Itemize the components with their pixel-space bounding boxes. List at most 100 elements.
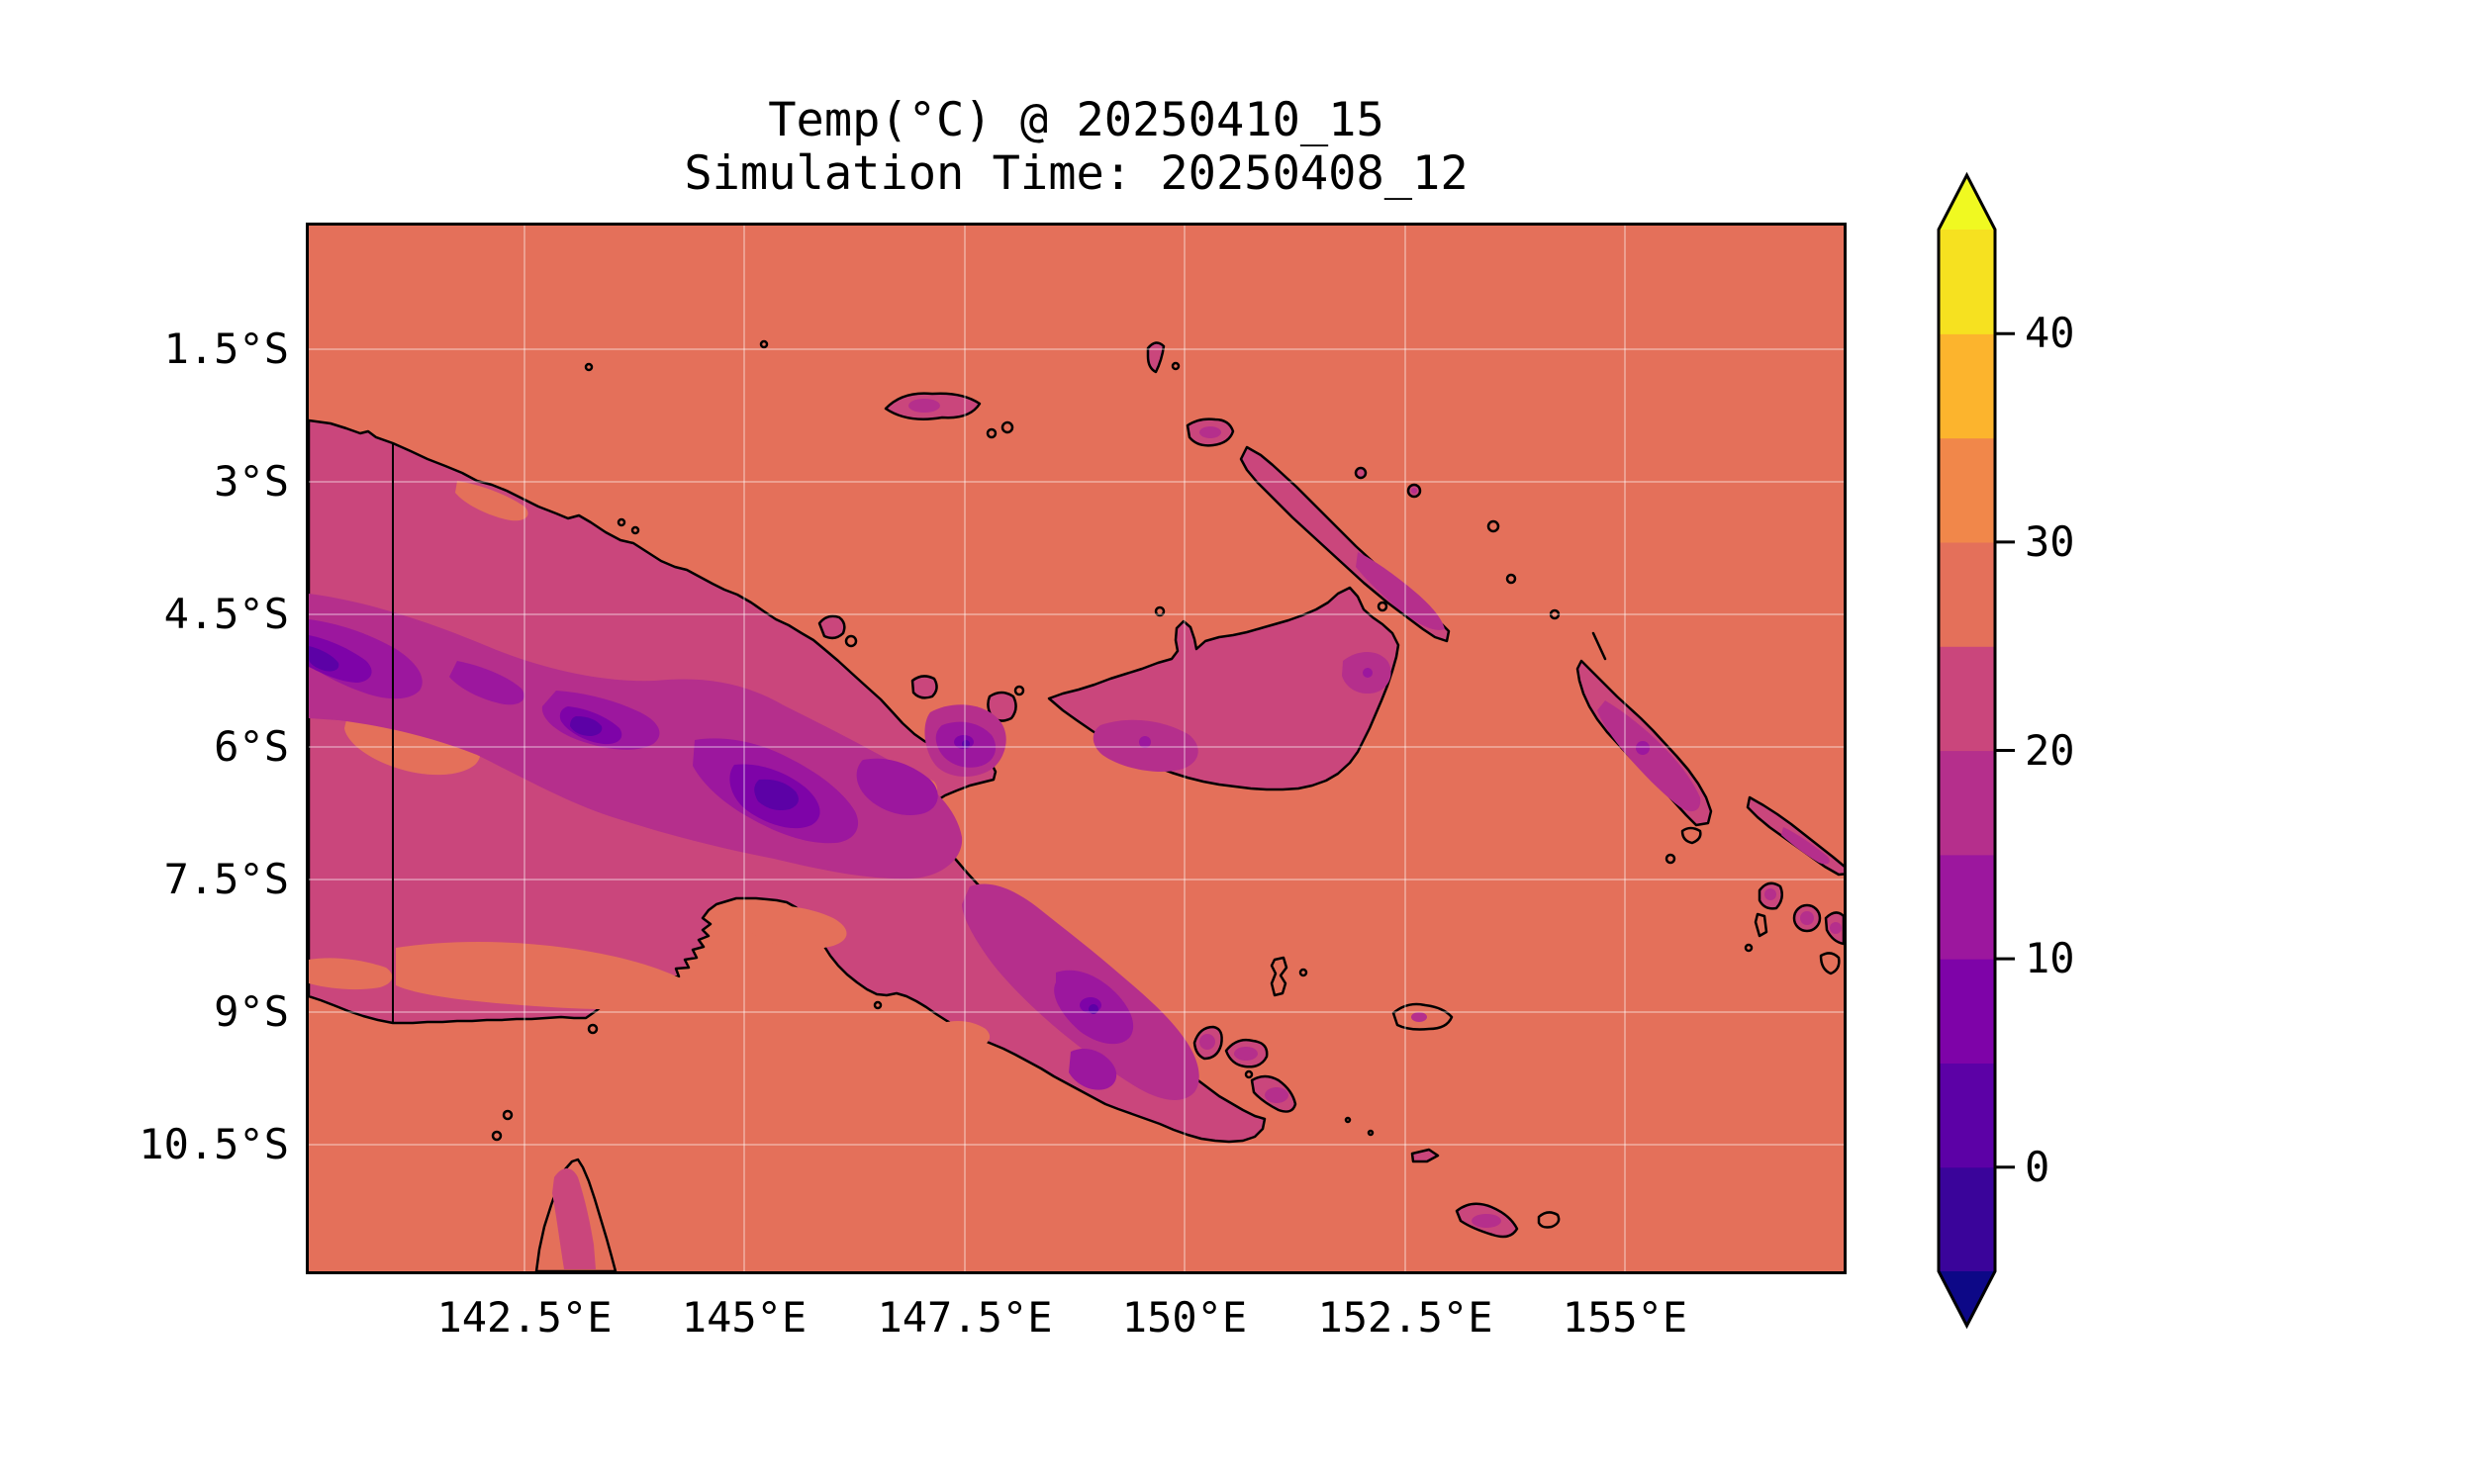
contour-10-bougainville — [1636, 741, 1650, 755]
lon-tick-label: 142.5°E — [436, 1293, 613, 1342]
islet-nuguria-atoll — [1591, 631, 1607, 661]
islet-duke-of-york — [1377, 601, 1388, 612]
contour-warm-gulf-coast — [741, 905, 847, 950]
islet-sakar — [1013, 685, 1025, 696]
colorbar-segment — [1939, 1166, 1995, 1272]
contour-0-huon — [962, 740, 970, 748]
contour-10-west-2 — [449, 661, 524, 705]
islet-vitu — [1154, 605, 1166, 617]
contour-fills — [309, 399, 1842, 1269]
lat-tick-label: 9°S — [214, 987, 289, 1036]
lon-tick-label: 145°E — [681, 1293, 808, 1342]
coastline-ranongga — [1754, 912, 1768, 938]
contour-0-west-edge — [309, 646, 339, 672]
contour-warm-south-lowlands — [396, 942, 690, 1010]
islet-green-islands — [1549, 608, 1561, 620]
contour-0-central-main — [754, 779, 799, 810]
contour-15-fergusson — [1234, 1047, 1258, 1061]
contour-10-east-central — [856, 758, 938, 816]
lat-tick-label: 6°S — [214, 722, 289, 771]
contour-15-lihir — [1411, 488, 1417, 494]
colorbar-ticks — [1995, 331, 2015, 1169]
islet-dobu — [1244, 1069, 1254, 1079]
contour-15-new-georgia — [1830, 922, 1842, 934]
contour-15-vella — [1764, 888, 1776, 900]
islet-emirau — [1171, 361, 1181, 371]
contour-0-central-west — [570, 716, 603, 736]
islet-tabar — [1354, 466, 1368, 480]
coastline-trobriand — [1270, 956, 1288, 997]
plot-title: Temp(°C) @ 20250410_15 — [768, 93, 1384, 147]
colorbar — [1937, 171, 2015, 1330]
contour-warm-north-coast-strip — [455, 481, 528, 521]
islet-alcester — [1367, 1129, 1375, 1137]
colorbar-under-arrow — [1939, 1271, 1995, 1326]
islet-simbo — [1744, 943, 1754, 953]
contour-10-new-britain — [1139, 736, 1151, 748]
contour-5-west-edge — [309, 635, 372, 683]
coastline-long-island — [910, 675, 938, 699]
coastline-misima — [1410, 1148, 1440, 1163]
colorbar-segment — [1939, 854, 1995, 960]
colorbar-segment — [1939, 1063, 1995, 1168]
islet-torres-2 — [502, 1109, 514, 1121]
lat-tick-label: 10.5°S — [139, 1120, 289, 1168]
lat-tick-label: 4.5°S — [163, 590, 289, 638]
islet-tanga — [1486, 519, 1500, 533]
contour-15-manus — [908, 399, 940, 413]
coastline-rendova — [1819, 952, 1841, 975]
contour-15-bougainville — [1597, 700, 1701, 812]
lon-tick-label: 155°E — [1562, 1293, 1688, 1342]
islet-feni — [1505, 573, 1517, 585]
coastline-mussau — [1146, 341, 1166, 374]
contour-capeyork-spine — [552, 1168, 596, 1269]
colorbar-tick-label: 10 — [2025, 934, 2075, 983]
islet-hermit — [759, 339, 769, 349]
islet-kairiru — [617, 517, 626, 527]
colorbar-over-arrow — [1939, 175, 1995, 230]
coastline-umboi — [987, 691, 1017, 722]
contour-10-gazelle — [1363, 668, 1373, 678]
contour-15-normanby — [1265, 1087, 1288, 1103]
colorbar-segment — [1939, 333, 1995, 439]
colorbar-segment — [1939, 750, 1995, 856]
colorbar-segment — [1939, 541, 1995, 647]
coastline-rossel — [1537, 1211, 1561, 1229]
colorbar-outline — [1937, 171, 1997, 1330]
coastline-shortland — [1680, 826, 1702, 845]
islet-lou — [986, 427, 998, 439]
lat-tick-label: 1.5°S — [163, 325, 289, 373]
islet-treasury — [1665, 853, 1676, 865]
contour-warm-port-moresby-coast — [939, 1021, 991, 1050]
islet-muschu — [630, 525, 640, 535]
lon-tick-label: 147.5°E — [877, 1293, 1053, 1342]
islet-bagabag — [844, 634, 858, 648]
islet-rambutyo — [1000, 420, 1014, 434]
contour-15-woodlark — [1411, 1012, 1427, 1022]
contour-15-tagula — [1472, 1214, 1501, 1228]
contour-15-new-hanover — [1199, 426, 1221, 438]
colorbar-tick-label: 40 — [2025, 309, 2075, 358]
contour-15-choiseul — [1781, 827, 1830, 865]
lat-tick-label: 7.5°S — [163, 855, 289, 903]
islet-wuvulu — [584, 362, 594, 372]
colorbar-tick-label: 0 — [2025, 1142, 2050, 1191]
coastline-karkar — [817, 614, 846, 640]
contour-15-goodenough — [1199, 1034, 1215, 1050]
contour-0-owen-stanley — [1089, 1004, 1098, 1014]
contour-15-kolombangara — [1800, 911, 1814, 925]
lon-tick-label: 150°E — [1121, 1293, 1248, 1342]
islet-torres-1 — [491, 1130, 503, 1142]
map-gridlines — [309, 226, 1844, 1271]
islet-egum — [1344, 1116, 1352, 1124]
lon-tick-label: 152.5°E — [1317, 1293, 1493, 1342]
colorbar-segment — [1939, 646, 1995, 752]
islet-daru — [587, 1023, 599, 1035]
islet-yule — [873, 1000, 883, 1010]
contour-15-new-ireland — [1356, 552, 1445, 630]
colorbar-tick-label: 20 — [2025, 725, 2075, 775]
contour-warm-west-border-coast — [309, 958, 393, 990]
temperature-contour-map — [309, 226, 1844, 1271]
colorbar-segment — [1939, 959, 1995, 1064]
